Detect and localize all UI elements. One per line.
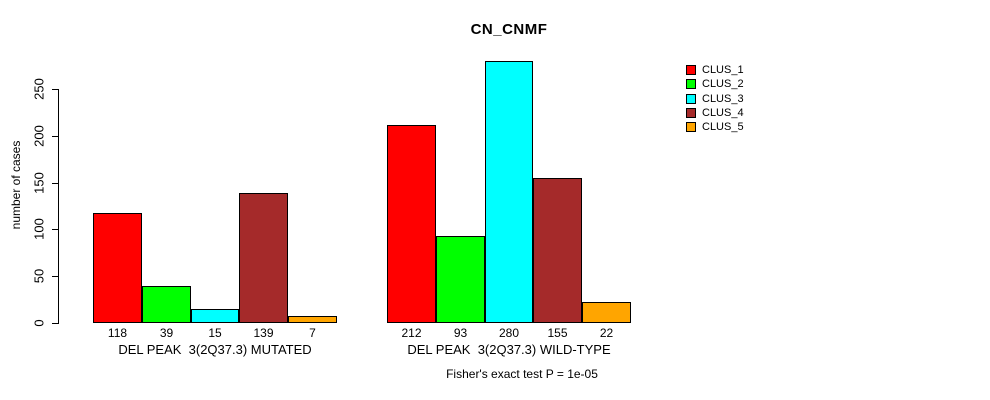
bar-clus_1 <box>93 213 142 323</box>
y-axis-line <box>58 89 59 324</box>
y-axis-tick-label: 50 <box>31 268 47 284</box>
bar-value-label: 212 <box>401 326 422 340</box>
bar-value-label: 155 <box>547 326 568 340</box>
bar-clus_3 <box>485 61 533 323</box>
bar-value-label: 7 <box>309 326 316 340</box>
y-axis-tick-label: 0 <box>31 319 47 327</box>
legend-swatch-clus_4 <box>686 107 696 118</box>
y-axis-tick <box>52 182 58 184</box>
y-axis-tick <box>52 135 58 137</box>
legend-swatch-clus_3 <box>686 93 696 104</box>
fishers-test-annotation: Fisher's exact test P = 1e-05 <box>446 367 598 381</box>
y-axis-tick-label: 100 <box>31 218 47 241</box>
bar-value-label: 139 <box>253 326 274 340</box>
y-axis-tick-label: 150 <box>31 171 47 194</box>
bar-clus_4 <box>239 193 288 323</box>
bar-clus_5 <box>582 302 631 323</box>
bar-value-label: 15 <box>208 326 222 340</box>
bar-value-label: 118 <box>107 326 128 340</box>
bar-clus_5 <box>288 316 337 323</box>
legend-label-clus_5: CLUS_5 <box>702 121 744 134</box>
bar-clus_3 <box>191 309 239 323</box>
bar-value-label: 93 <box>453 326 468 340</box>
bar-value-label: 280 <box>498 326 520 340</box>
legend-swatch-clus_2 <box>686 79 696 90</box>
legend-swatch-clus_5 <box>686 122 696 133</box>
legend-swatch-clus_1 <box>686 65 696 75</box>
bar-clus_2 <box>142 286 191 323</box>
y-axis-tick <box>52 323 58 324</box>
y-axis-tick-label: 250 <box>31 78 47 100</box>
group-label: DEL PEAK 3(2Q37.3) WILD-TYPE <box>407 342 611 357</box>
legend-label-clus_3: CLUS_3 <box>702 92 744 105</box>
y-axis-tick <box>52 276 58 278</box>
bar-clus_2 <box>436 236 485 323</box>
y-axis-label: number of cases <box>9 140 23 230</box>
group-label: DEL PEAK 3(2Q37.3) MUTATED <box>118 342 312 357</box>
chart-title: CN_CNMF <box>470 21 548 38</box>
y-axis-tick-label: 200 <box>31 124 47 147</box>
bar-value-label: 22 <box>599 326 614 340</box>
bar-clus_4 <box>533 178 582 323</box>
y-axis-tick <box>52 229 58 231</box>
legend-label-clus_1: CLUS_1 <box>702 64 744 76</box>
bar-clus_1 <box>387 125 436 323</box>
legend-label-clus_2: CLUS_2 <box>702 78 744 91</box>
y-axis-tick <box>52 89 58 90</box>
legend-label-clus_4: CLUS_4 <box>702 106 744 119</box>
bar-value-label: 39 <box>159 326 174 340</box>
